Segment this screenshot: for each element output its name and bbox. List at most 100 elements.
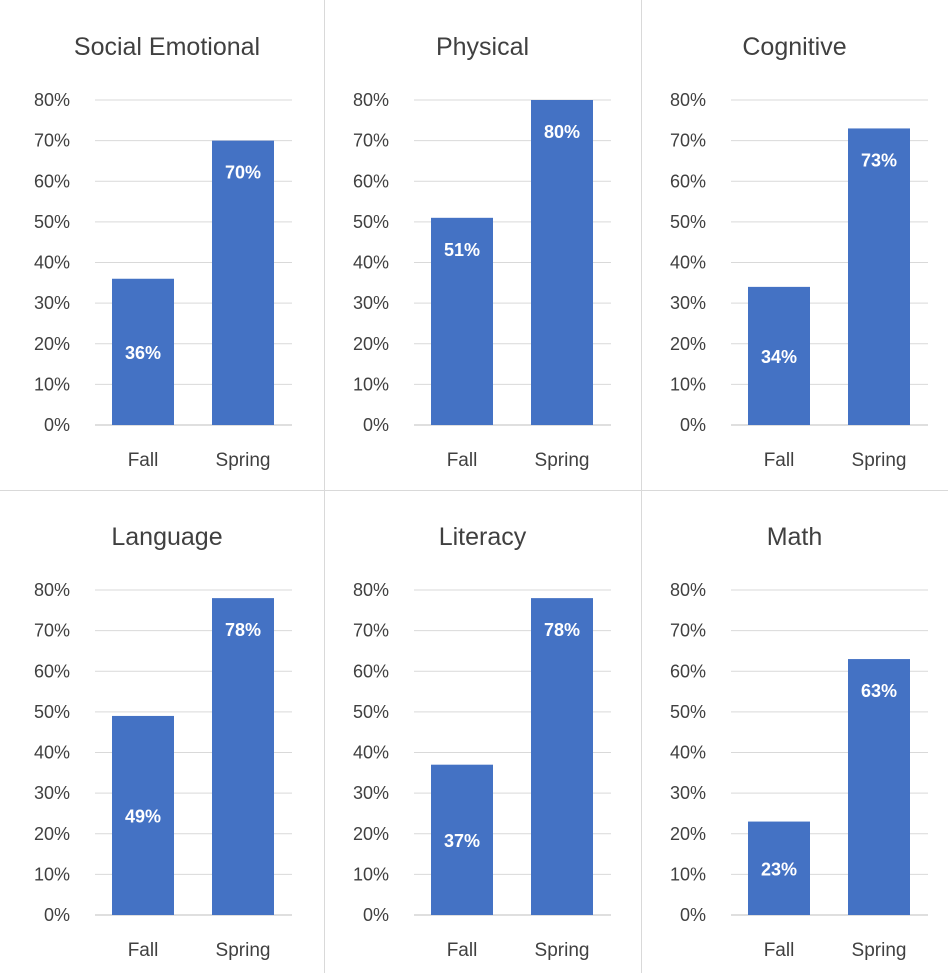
y-tick-label: 70%	[34, 131, 70, 151]
y-tick-label: 80%	[670, 580, 706, 600]
data-label: 34%	[761, 347, 797, 367]
x-category-label: Fall	[447, 940, 478, 961]
y-tick-label: 50%	[34, 702, 70, 722]
bar-spring	[531, 598, 593, 915]
bar-fall	[112, 715, 174, 915]
y-tick-label: 40%	[34, 253, 70, 273]
x-category-label: Spring	[535, 450, 590, 471]
x-category-label: Spring	[852, 450, 907, 471]
chart-title: Cognitive	[742, 33, 846, 61]
y-tick-label: 20%	[670, 334, 706, 354]
y-tick-label: 80%	[670, 90, 706, 110]
data-label: 49%	[125, 806, 161, 826]
bar-spring	[848, 659, 910, 915]
chart-title: Physical	[436, 33, 529, 61]
y-tick-label: 60%	[670, 171, 706, 191]
y-tick-label: 10%	[34, 864, 70, 884]
chart-panel-1: Physical 0% 10% 20% 30% 40% 50% 60% 70% 80% 51% Fal…	[353, 33, 611, 471]
data-label: 70%	[225, 163, 261, 183]
data-label: 51%	[444, 240, 480, 260]
y-tick-label: 0%	[363, 415, 389, 435]
data-label: 36%	[125, 343, 161, 363]
horizontal-divider	[0, 490, 948, 491]
bar-fall	[431, 764, 493, 915]
x-category-label: Fall	[128, 450, 159, 471]
vertical-divider-1	[324, 0, 325, 973]
y-tick-label: 80%	[353, 90, 389, 110]
y-tick-label: 0%	[44, 415, 70, 435]
y-tick-label: 40%	[353, 253, 389, 273]
chart-title: Social Emotional	[74, 33, 260, 61]
y-tick-label: 50%	[353, 702, 389, 722]
bar-fall	[112, 278, 174, 425]
bar-spring	[212, 598, 274, 915]
y-tick-label: 0%	[680, 415, 706, 435]
y-tick-label: 30%	[353, 293, 389, 313]
x-category-label: Spring	[216, 450, 271, 471]
x-category-label: Spring	[852, 940, 907, 961]
y-tick-label: 70%	[670, 131, 706, 151]
y-tick-label: 70%	[353, 131, 389, 151]
y-tick-label: 30%	[34, 783, 70, 803]
y-tick-label: 40%	[34, 743, 70, 763]
data-label: 73%	[861, 150, 897, 170]
data-label: 23%	[761, 859, 797, 879]
y-tick-label: 10%	[670, 864, 706, 884]
y-tick-label: 0%	[363, 905, 389, 925]
y-tick-label: 50%	[34, 212, 70, 232]
x-category-label: Fall	[447, 450, 478, 471]
data-label: 80%	[544, 122, 580, 142]
bar-fall	[748, 286, 810, 425]
y-tick-label: 20%	[353, 824, 389, 844]
y-tick-label: 30%	[34, 293, 70, 313]
bar-fall	[431, 217, 493, 425]
x-category-label: Fall	[764, 450, 795, 471]
y-tick-label: 30%	[670, 293, 706, 313]
x-category-label: Fall	[128, 940, 159, 961]
vertical-divider-2	[641, 0, 642, 973]
y-tick-label: 60%	[34, 661, 70, 681]
y-tick-label: 40%	[353, 743, 389, 763]
y-tick-label: 30%	[353, 783, 389, 803]
y-tick-label: 50%	[670, 702, 706, 722]
chart-title: Language	[111, 523, 222, 551]
y-tick-label: 60%	[34, 171, 70, 191]
y-tick-label: 70%	[670, 621, 706, 641]
y-tick-label: 0%	[44, 905, 70, 925]
y-tick-label: 10%	[353, 374, 389, 394]
data-label: 63%	[861, 681, 897, 701]
chart-panel-3: Language 0% 10% 20% 30% 40% 50% 60% 70% 80% 49% Fal…	[34, 523, 292, 961]
y-tick-label: 70%	[34, 621, 70, 641]
y-tick-label: 40%	[670, 743, 706, 763]
x-category-label: Spring	[535, 940, 590, 961]
y-tick-label: 80%	[353, 580, 389, 600]
y-tick-label: 20%	[670, 824, 706, 844]
data-label: 37%	[444, 831, 480, 851]
chart-panel-2: Cognitive 0% 10% 20% 30% 40% 50% 60% 70% 80% 34% Fa…	[670, 33, 928, 471]
bar-spring	[212, 140, 274, 425]
chart-title: Literacy	[439, 523, 527, 551]
bar-spring	[848, 128, 910, 425]
chart-title: Math	[767, 523, 823, 551]
y-tick-label: 60%	[670, 661, 706, 681]
y-tick-label: 40%	[670, 253, 706, 273]
y-tick-label: 20%	[34, 334, 70, 354]
bar-fall	[748, 821, 810, 915]
y-tick-label: 10%	[34, 374, 70, 394]
data-label: 78%	[225, 620, 261, 640]
y-tick-label: 50%	[353, 212, 389, 232]
y-tick-label: 10%	[670, 374, 706, 394]
y-tick-label: 50%	[670, 212, 706, 232]
y-tick-label: 60%	[353, 661, 389, 681]
y-tick-label: 30%	[670, 783, 706, 803]
chart-panel-4: Literacy 0% 10% 20% 30% 40% 50% 60% 70% 80% 37% Fal…	[353, 523, 611, 961]
y-tick-label: 70%	[353, 621, 389, 641]
x-category-label: Fall	[764, 940, 795, 961]
chart-panel-0: Social Emotional 0% 10% 20% 30% 40% 50% 60% 70% 8…	[34, 33, 292, 471]
y-tick-label: 60%	[353, 171, 389, 191]
y-tick-label: 80%	[34, 90, 70, 110]
y-tick-label: 80%	[34, 580, 70, 600]
y-tick-label: 10%	[353, 864, 389, 884]
data-label: 78%	[544, 620, 580, 640]
